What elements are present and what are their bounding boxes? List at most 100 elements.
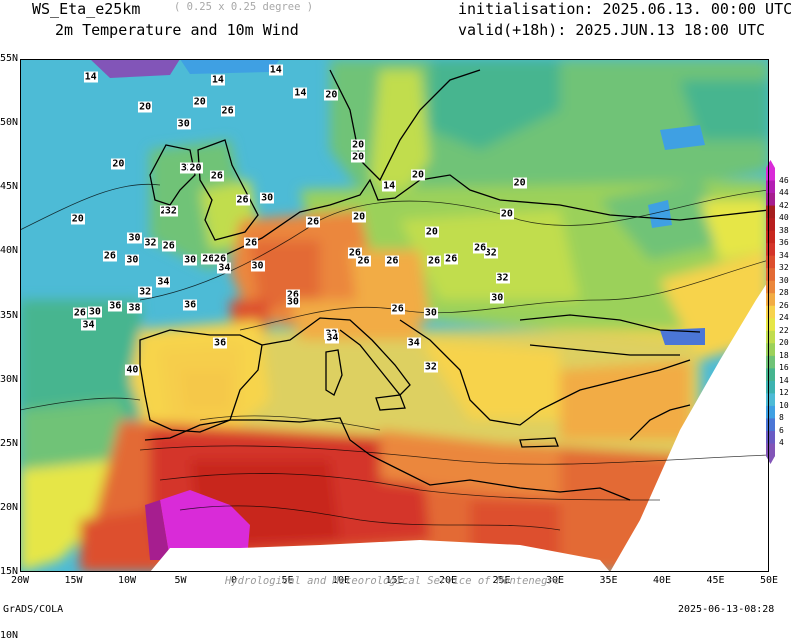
- lon-label: 45E: [706, 575, 725, 586]
- lat-label: 25N: [0, 437, 19, 449]
- contour-label: 30: [127, 232, 142, 244]
- contour-label: 20: [499, 208, 514, 220]
- colorbar-swatch: [766, 368, 775, 382]
- lat-label: 15N: [0, 566, 19, 577]
- colorbar-swatch: [766, 380, 775, 394]
- contour-label: 20: [512, 177, 527, 189]
- contour-label: 32: [423, 361, 438, 373]
- colorbar-label: 10: [779, 400, 789, 410]
- coast-north-africa: [144, 417, 631, 501]
- contour-label: 26: [427, 255, 442, 267]
- coast-ireland: [149, 144, 196, 206]
- colorbar-swatch: [766, 293, 775, 307]
- colorbar-label: 44: [779, 188, 789, 198]
- contour-label: 20: [352, 211, 367, 223]
- contour-label: 14: [83, 71, 98, 83]
- contour-label: 20: [411, 169, 426, 181]
- lon-label: 25E: [492, 575, 511, 586]
- lat-label: 40N: [0, 245, 19, 257]
- colorbar-swatch: [766, 268, 775, 282]
- contour-label: 20: [324, 89, 339, 101]
- contour-label: 14: [293, 87, 308, 99]
- colorbar-swatch: [766, 280, 775, 294]
- colorbar-label: 26: [779, 300, 789, 310]
- coast-italy: [261, 317, 411, 396]
- contour-label: 30: [285, 296, 300, 308]
- colorbar-label: 28: [779, 288, 789, 298]
- contour-label: 14: [210, 74, 225, 86]
- lon-label: 5E: [281, 575, 294, 586]
- contour-label: 26: [390, 303, 405, 315]
- contour-label: 40: [125, 364, 140, 376]
- lon-label: 50E: [759, 575, 779, 586]
- colorbar-swatch: [766, 255, 775, 269]
- colorbar-label: 6: [779, 425, 784, 435]
- coastlines: [139, 69, 769, 501]
- contour-label: 26: [306, 216, 321, 228]
- coast-iberia: [139, 329, 263, 433]
- lon-label: 10W: [117, 575, 137, 586]
- colorbar-label: 30: [779, 275, 789, 285]
- contour-label: 20: [192, 96, 207, 108]
- lon-label: 0: [230, 575, 238, 586]
- contour-label: 32: [138, 286, 153, 298]
- contour-label: 26: [102, 250, 117, 262]
- lon-label: 35E: [599, 575, 618, 586]
- contour-label: 26: [347, 247, 362, 259]
- lat-label: 45N: [0, 181, 19, 193]
- lat-label: 20N: [0, 501, 19, 513]
- lon-label: 15E: [385, 575, 404, 586]
- coast-blacksea-north: [519, 314, 701, 333]
- colorbar-swatch: [766, 405, 775, 419]
- contour-label: 32: [495, 272, 510, 284]
- colorbar-label: 42: [779, 200, 789, 210]
- contour-label: 26: [72, 307, 87, 319]
- contour-label: 32: [179, 162, 194, 174]
- contour-label: 30: [260, 192, 275, 204]
- coast-britain: [197, 139, 259, 241]
- contour-label: 14: [382, 180, 397, 192]
- contour-label: 26: [244, 237, 259, 249]
- contour-label: 38: [127, 302, 142, 314]
- contour-label: 26: [285, 289, 300, 301]
- colorbar-swatch: [766, 243, 775, 257]
- contour-label: 20: [188, 162, 203, 174]
- contour-label: 26: [161, 240, 176, 252]
- coast-scandinavia: [329, 69, 481, 182]
- colorbar-swatch: [766, 230, 775, 244]
- colorbar-label: 34: [779, 250, 789, 260]
- cold-region: [90, 59, 180, 78]
- colorbar-swatch: [766, 180, 775, 194]
- contour-label: 30: [87, 306, 102, 318]
- temperature-field: [20, 60, 769, 572]
- colorbar-label: 16: [779, 363, 789, 373]
- lat-label: 50N: [0, 117, 19, 129]
- contour-label: 20: [138, 101, 153, 113]
- lon-label: 5W: [174, 575, 187, 586]
- temperature-map: [20, 59, 775, 572]
- colorbar-label: 4: [779, 438, 784, 448]
- colorbar-label: 32: [779, 263, 789, 273]
- contour-label: 30: [490, 292, 505, 304]
- contour-label: 20: [70, 213, 85, 225]
- contour-label: 20: [351, 139, 366, 150]
- contour-label: 30: [250, 260, 265, 272]
- contour-label: 34: [406, 337, 421, 349]
- colorbar-swatch: [766, 318, 775, 332]
- contour-label: 30: [183, 254, 198, 266]
- contour-label: 20: [111, 158, 126, 170]
- isotherms: [20, 183, 769, 531]
- contour-label: 36: [108, 300, 123, 312]
- colorbar-swatch: [766, 193, 775, 207]
- contour-label: 26: [356, 255, 371, 267]
- colorbar-label: 46: [779, 175, 789, 185]
- lon-label: 10E: [331, 575, 351, 586]
- hot-core-region: [160, 490, 250, 560]
- footer-software: GrADS/COLA: [3, 604, 64, 615]
- contour-label: 30: [423, 307, 438, 319]
- colorbar-swatch: [766, 393, 775, 407]
- model-name: WS_Eta_e25km: [32, 0, 141, 18]
- contour-label: 32: [483, 247, 498, 259]
- coast-crete: [519, 437, 559, 448]
- no-data-south: [150, 540, 610, 572]
